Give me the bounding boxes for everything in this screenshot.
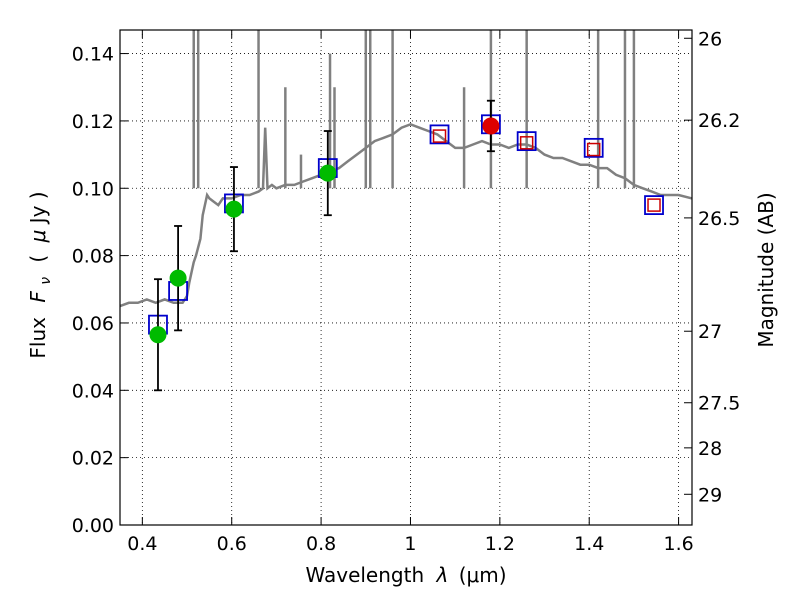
model-band-square — [583, 137, 604, 158]
y-tick-label: 0.08 — [72, 246, 114, 268]
y-tick-label: 0.14 — [72, 44, 114, 66]
x-tick-label: 1.2 — [485, 533, 515, 555]
x-tick-label: 0.4 — [127, 533, 157, 555]
data-point — [225, 200, 243, 218]
mag-tick-label: 27.5 — [698, 393, 740, 415]
x-tick-label: 1.4 — [574, 533, 604, 555]
ticks-layer: 0.4 0.6 0.8 1 1.2 1.4 1.6 0.00 0.02 0.04 0.06 0.08 0… — [72, 28, 741, 555]
y-tick-label: 0.12 — [72, 111, 114, 133]
right-axis-label: Magnitude (AB) — [754, 192, 778, 347]
data-point — [149, 326, 167, 344]
plot-frame — [119, 29, 693, 526]
mag-tick-label: 26.5 — [698, 208, 740, 230]
mag-tick-label: 28 — [698, 438, 722, 460]
model-band-square — [644, 195, 664, 216]
y-tick-label: 0.02 — [72, 448, 114, 470]
grid-layer — [120, 30, 692, 526]
y-tick-label: 0.10 — [72, 178, 114, 200]
y-tick-label: 0.04 — [72, 380, 114, 402]
x-tick-label: 0.8 — [306, 533, 336, 555]
model-band-square — [429, 124, 450, 145]
model-layer — [119, 30, 693, 308]
y-axis-label: Flux F ν ( μ Jy ) — [26, 191, 55, 358]
mag-tick-label: 27 — [698, 321, 722, 343]
data-point — [319, 164, 337, 182]
squares-layer — [148, 114, 664, 335]
mag-tick-label: 29 — [698, 484, 722, 506]
x-axis-label: Wavelength λ (μm) — [305, 563, 506, 587]
y-tick-label: 0.06 — [72, 313, 114, 335]
points-layer — [149, 99, 500, 392]
upper-limit-square — [432, 129, 447, 143]
upper-limit-square — [586, 142, 601, 157]
data-point — [482, 117, 500, 135]
x-tick-label: 0.6 — [217, 533, 247, 555]
x-tick-label: 1 — [404, 533, 416, 555]
model-band-square — [516, 131, 537, 152]
data-point — [169, 269, 187, 287]
y-tick-label: 0.00 — [72, 515, 114, 537]
upper-limit-square — [647, 198, 661, 212]
mag-tick-label: 26 — [698, 28, 722, 50]
x-tick-label: 1.6 — [663, 533, 693, 555]
sed-line — [119, 122, 693, 308]
upper-limit-square — [519, 136, 534, 150]
mag-tick-label: 26.2 — [698, 110, 740, 132]
